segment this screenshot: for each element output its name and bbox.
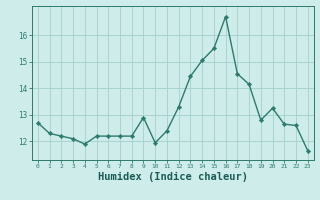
X-axis label: Humidex (Indice chaleur): Humidex (Indice chaleur) [98,172,248,182]
